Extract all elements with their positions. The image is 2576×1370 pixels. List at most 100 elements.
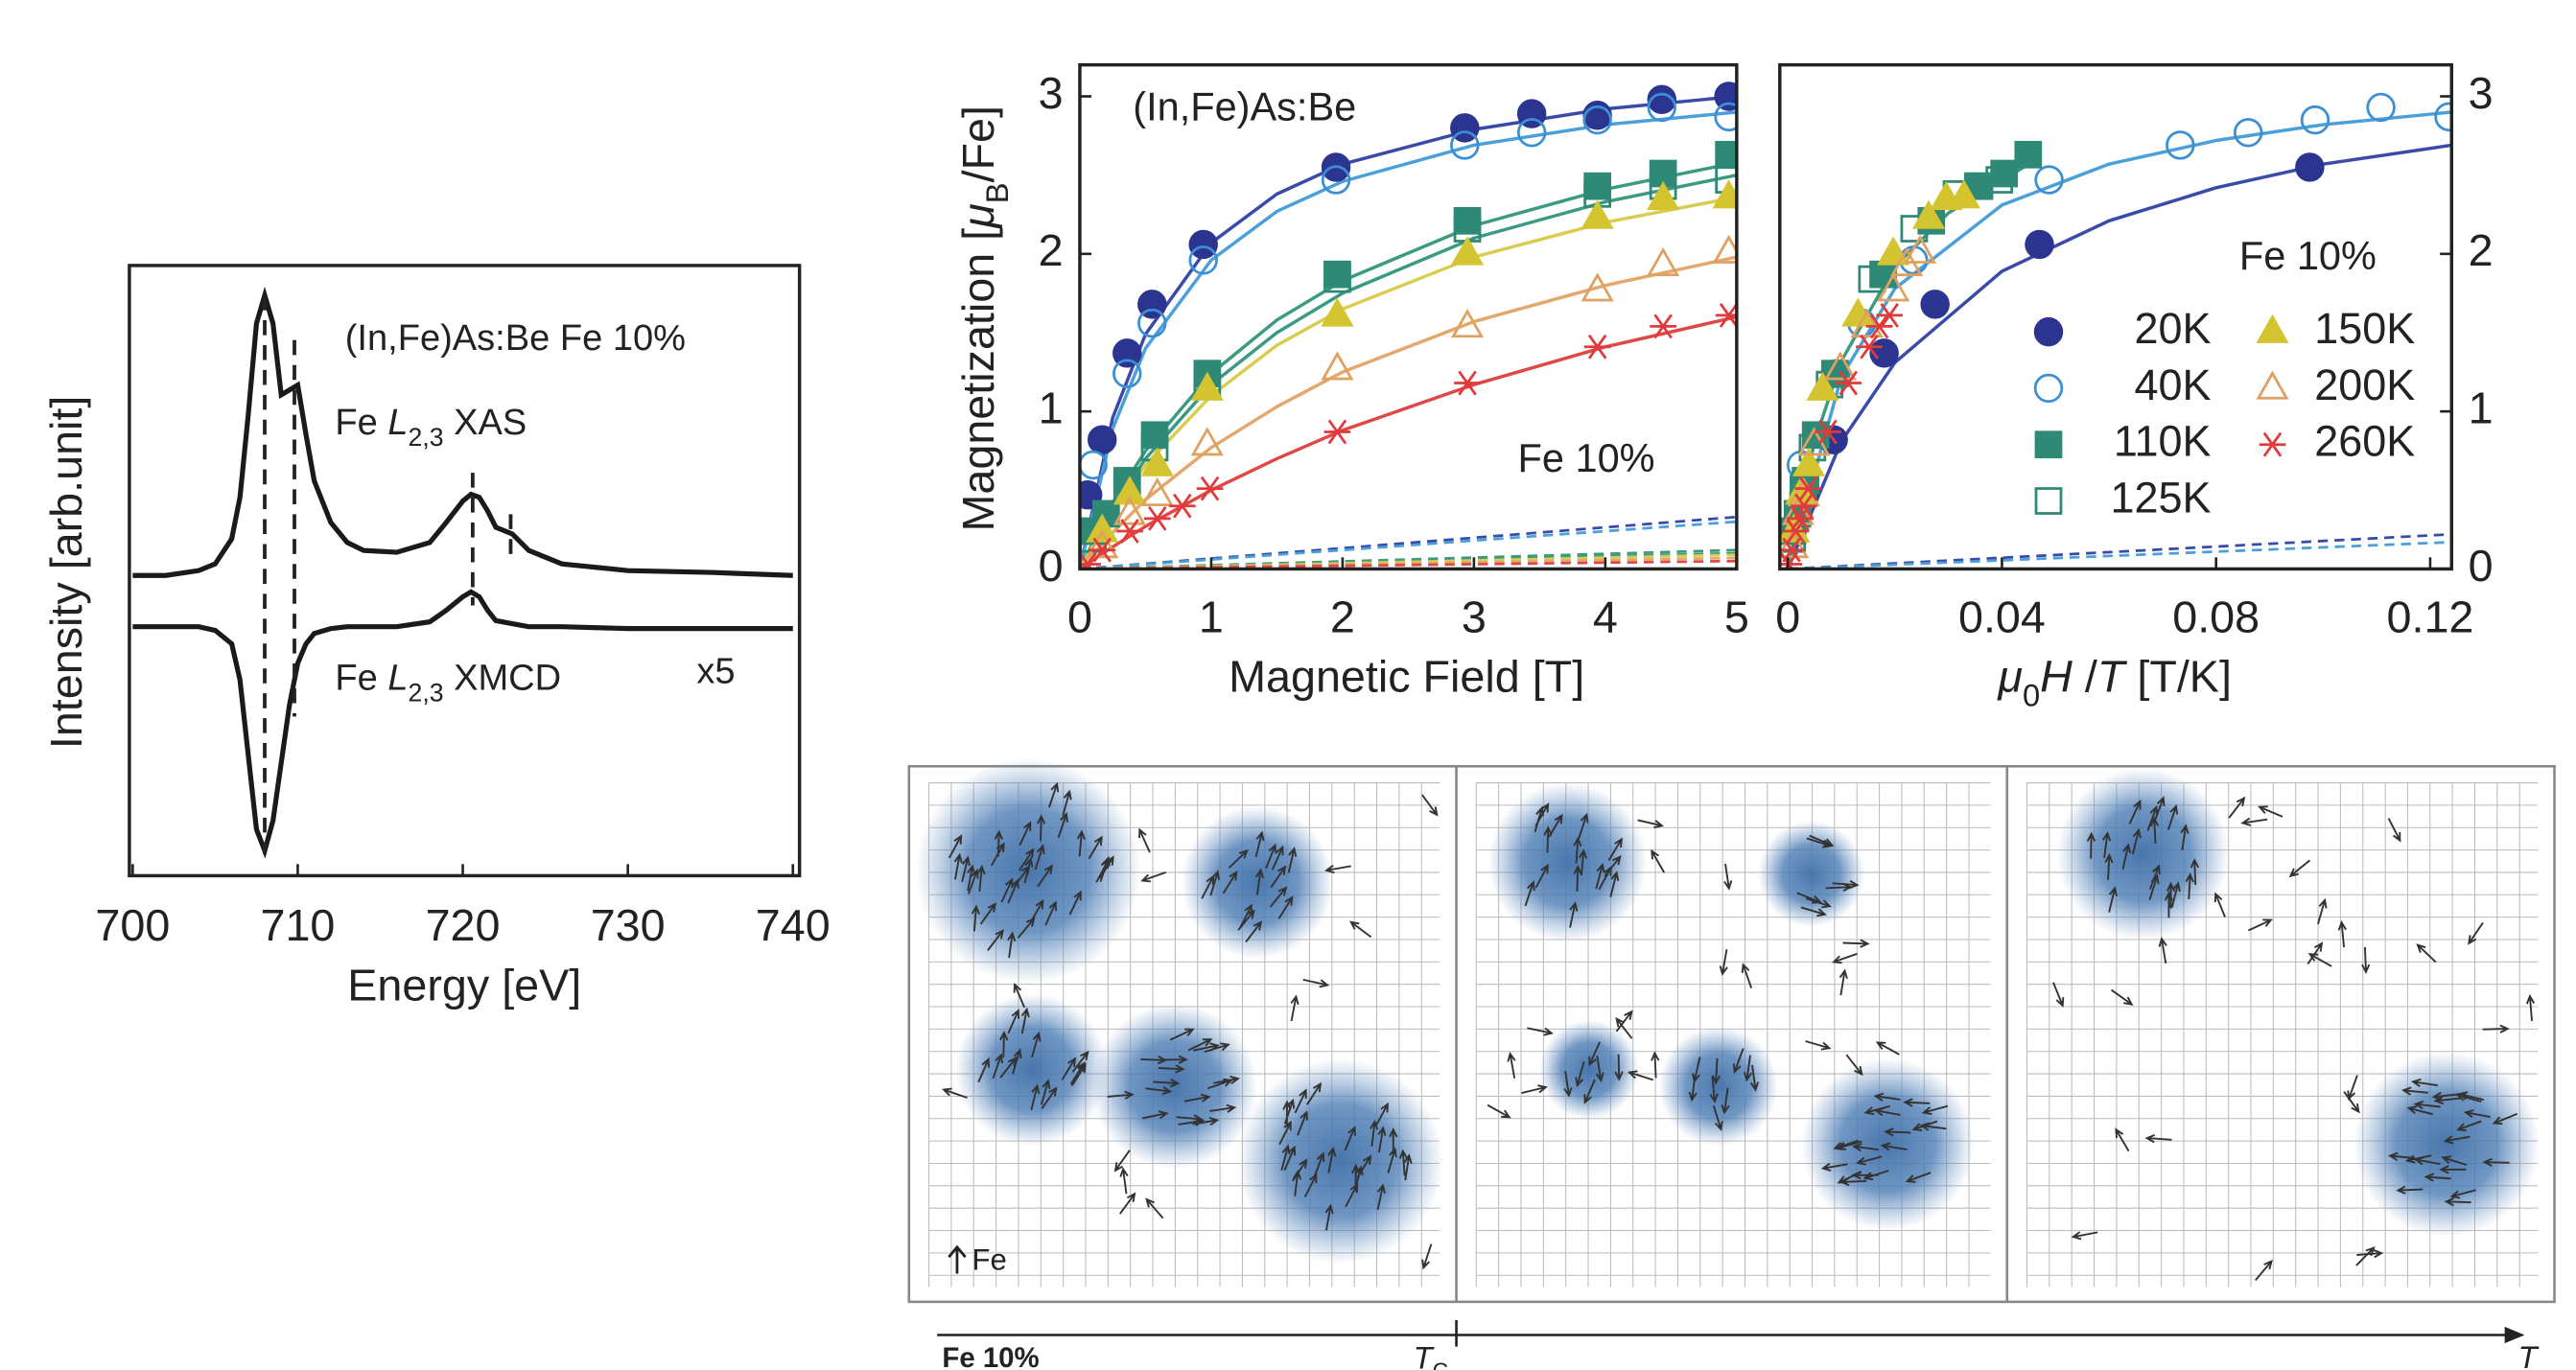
y-tick-label: 1 [2469, 383, 2494, 432]
tc-label: TC [1414, 1339, 1449, 1370]
y-axis-label: Intensity [arb.unit] [41, 396, 91, 750]
data-point [2295, 152, 2325, 182]
text-part: 2,3 [409, 423, 444, 452]
spin-arrow [1805, 1040, 1832, 1051]
spin-arrow [2228, 796, 2246, 819]
x-tick-label: 0.12 [2387, 592, 2474, 641]
x-tick-label: 2 [1330, 592, 1355, 641]
spin-arrow [2439, 1165, 2467, 1174]
spin-arrow [1282, 1100, 1292, 1127]
data-point [1835, 370, 1862, 396]
spin-arrow [1119, 1167, 1129, 1195]
text-part: μ [1997, 652, 2023, 702]
data-point [1647, 84, 1676, 115]
data-point [2034, 165, 2064, 195]
plot-area [1779, 92, 2452, 569]
spin-arrow [1588, 1041, 1602, 1067]
x-axis-label: Magnetic Field [T] [1229, 652, 1584, 702]
data-point [1985, 166, 2014, 194]
spin-arrow [1836, 1140, 1862, 1150]
spin-arrow [2482, 1024, 2510, 1033]
data-point [1823, 351, 1857, 381]
data-point [1865, 313, 1893, 339]
x-tick-label: 0.08 [2172, 592, 2260, 641]
temperature-label: T [2517, 1339, 2540, 1370]
spin-arrow [2185, 871, 2194, 900]
chart: 700 710 720 730 740 Energy [eV] Intensity [arb… [41, 264, 831, 1010]
spin-arrow [1017, 917, 1036, 939]
spin-arrow [1283, 1145, 1297, 1171]
data-point [1647, 92, 1676, 123]
data-point [1858, 265, 1886, 293]
spin-arrow [1743, 1055, 1753, 1082]
spin-arrow [1721, 1087, 1730, 1115]
spin-arrow [2396, 1185, 2424, 1195]
spin-arrow [2108, 886, 2118, 913]
x-tick-label: 730 [591, 900, 666, 950]
spin-arrow [1107, 1090, 1135, 1100]
diagram [915, 757, 2540, 1288]
spin-arrow [1595, 1056, 1604, 1083]
data-point [1188, 229, 1218, 260]
spin-arrow [967, 868, 979, 894]
magnetic-domain [1539, 1019, 1639, 1120]
spin-arrow [1845, 1054, 1863, 1077]
spectrum-line [132, 286, 793, 578]
spin-arrow [1421, 794, 1439, 817]
spin-arrow [1302, 978, 1330, 988]
spin-arrow [1290, 994, 1300, 1022]
text-part: C [1433, 1358, 1449, 1370]
x-tick-label: 5 [1724, 592, 1749, 641]
spin-arrow [1578, 848, 1588, 876]
data-point [1712, 179, 1737, 209]
data-point [1321, 165, 1351, 195]
fit-curve [1079, 110, 1737, 569]
spin-arrow [1534, 802, 1550, 826]
data-point [1450, 309, 1485, 338]
spin-arrow [1598, 866, 1612, 891]
spin-arrow [953, 852, 963, 880]
text-part: /Fe] [953, 105, 1003, 182]
spin-arrow [1283, 1098, 1296, 1125]
spin-arrow [1709, 1076, 1719, 1104]
spin-arrow [1651, 848, 1666, 873]
spin-arrow [1820, 1162, 1848, 1173]
linear-component [1079, 559, 1737, 569]
spin-arrow [2104, 852, 2114, 880]
spin-arrow [1034, 844, 1045, 871]
spin-arrow [1007, 1009, 1020, 1034]
y-tick-label: 0 [2469, 541, 2494, 591]
spin-arrow [1873, 1092, 1901, 1102]
magnetic-domain [2354, 1051, 2540, 1238]
spin-arrow [1303, 1173, 1318, 1198]
spin-arrow [1862, 1170, 1889, 1181]
y-tick-label: 1 [1039, 383, 1064, 432]
data-point [1188, 245, 1218, 275]
spin-arrow [1873, 1107, 1901, 1117]
data-point [1321, 297, 1354, 327]
chart: 0 1 2 3 4 5 0 1 2 3 Magnetic Field [T] Magnetizatio… [953, 62, 1749, 702]
legend-marker [2256, 370, 2289, 400]
spin-arrow [1842, 939, 1870, 948]
data-point [1877, 272, 1910, 302]
spin-arrow [1071, 1050, 1089, 1073]
spin-arrow [1160, 1055, 1189, 1064]
concentration-label: Fe 10% [942, 1342, 1039, 1370]
spin-arrow [1832, 879, 1860, 890]
spin-arrow [1061, 1057, 1077, 1080]
spin-arrow [2247, 918, 2273, 932]
text-part: T [1414, 1339, 1436, 1370]
spin-arrow [1578, 812, 1589, 839]
spin-arrow [1487, 1103, 1511, 1119]
spin-arrow [1070, 1062, 1087, 1086]
linear-component [1788, 541, 2452, 569]
plot-area [132, 286, 793, 859]
spin-arrow [1614, 1054, 1624, 1081]
text-part: 0 [2023, 677, 2040, 712]
text-part: L [387, 658, 408, 698]
text-part: 2,3 [409, 678, 444, 707]
data-point [1903, 234, 1937, 264]
magnetic-domain [1658, 1026, 1779, 1147]
spin-arrow [2449, 1189, 2476, 1199]
